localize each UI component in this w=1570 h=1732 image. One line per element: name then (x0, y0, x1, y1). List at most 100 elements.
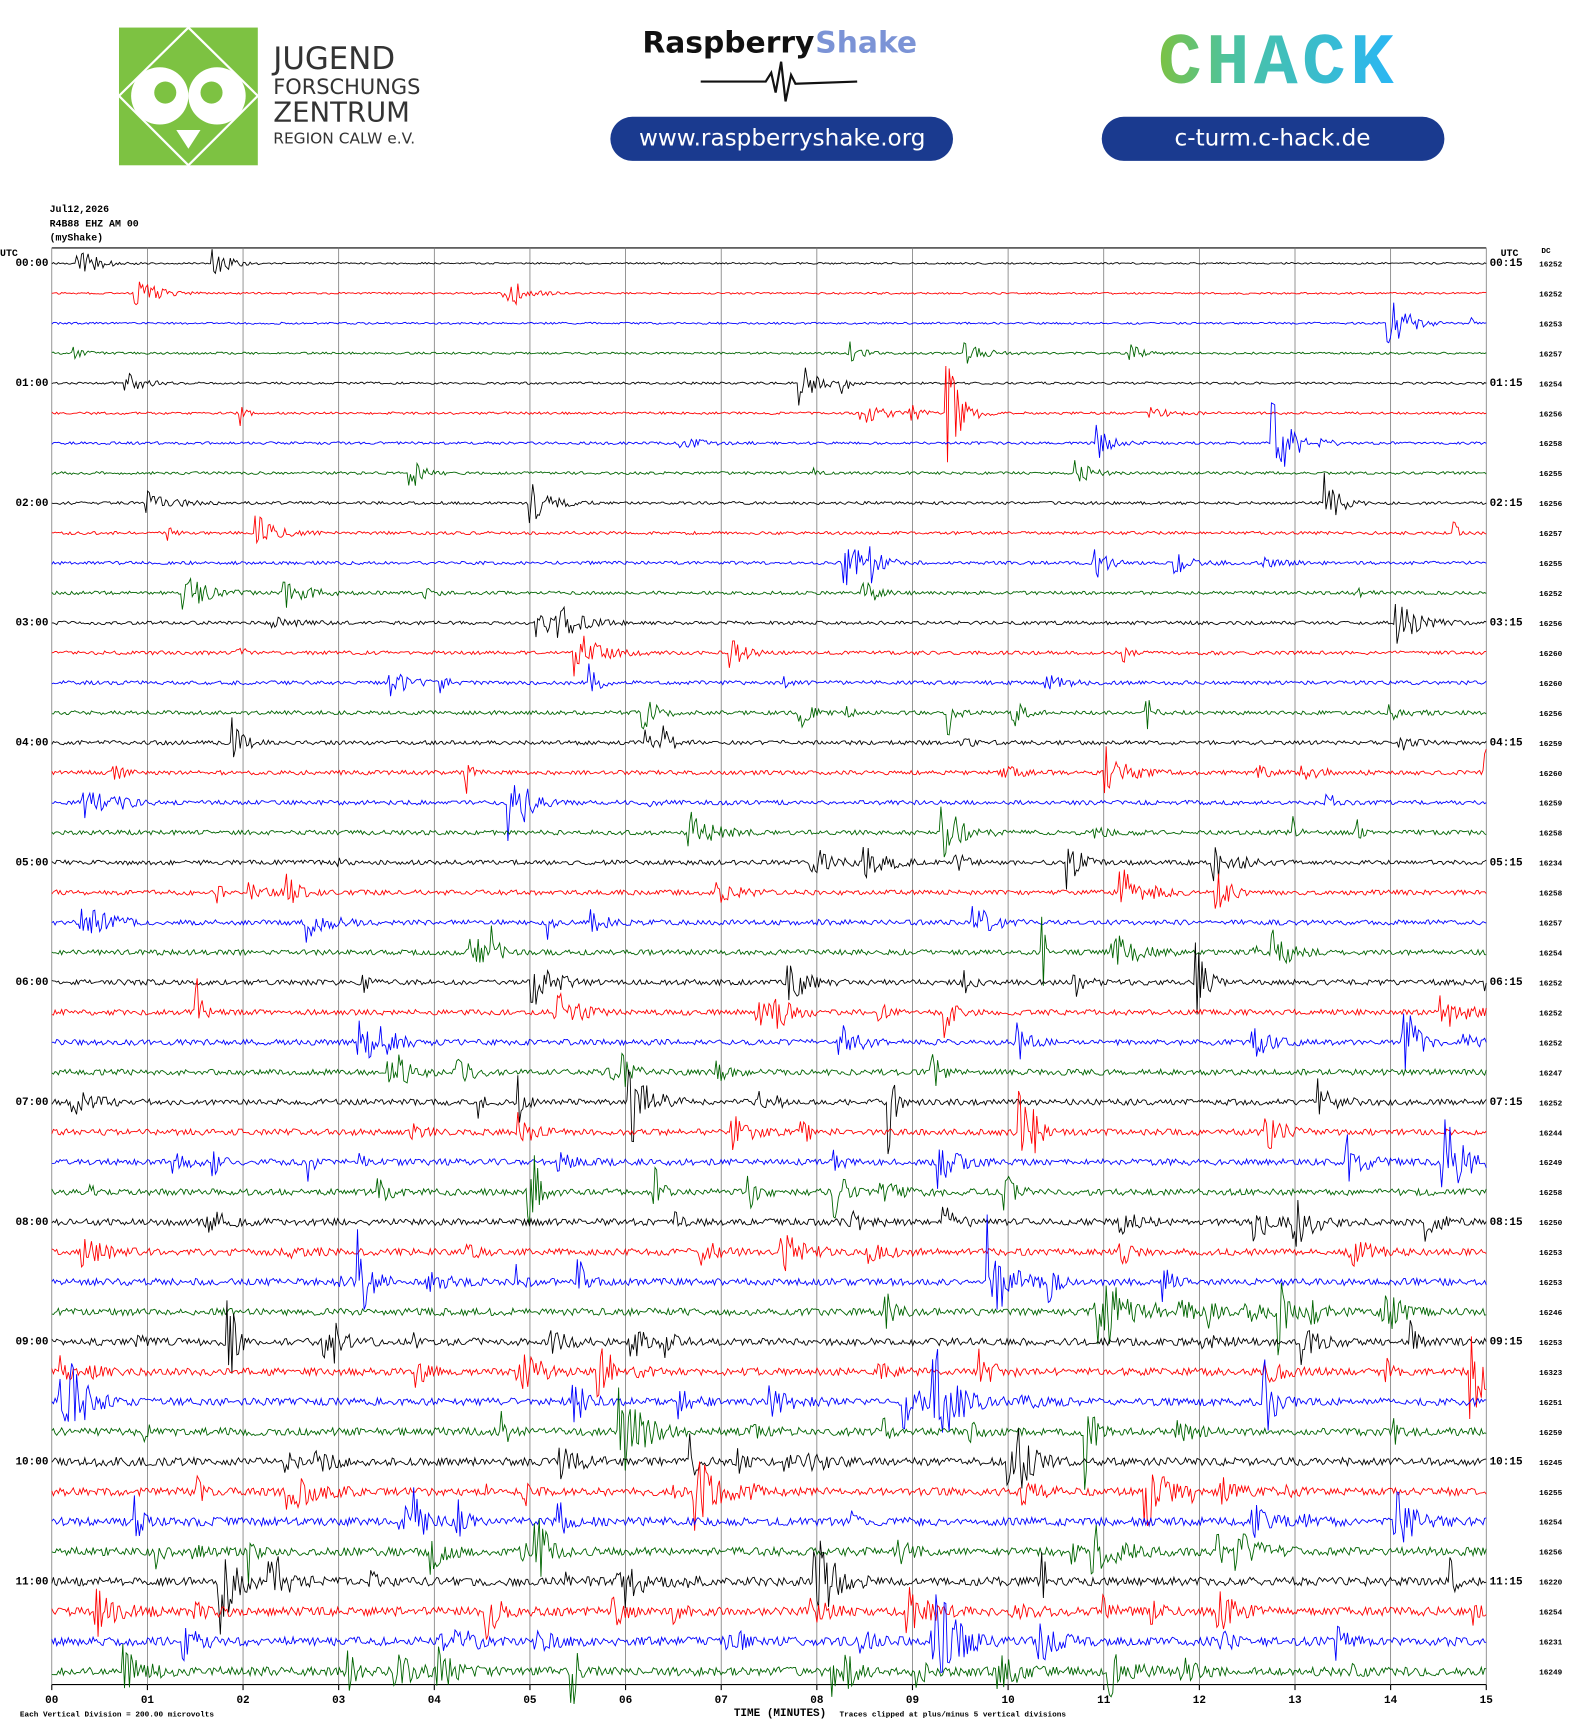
seismic-trace (51, 367, 1487, 406)
time-label: 02:00 (15, 498, 48, 510)
time-label: 06:00 (15, 977, 48, 989)
time-label: 07:00 (15, 1097, 48, 1109)
url-pill (610, 116, 954, 161)
x-tick-label: 15 (1480, 1695, 1494, 1707)
seismic-trace (51, 1487, 1487, 1543)
scale-note: Each Vertical Division = 200.00 microvol… (20, 1711, 215, 1719)
x-tick-label: 09 (906, 1695, 919, 1707)
seismic-trace (51, 1013, 1487, 1071)
x-tick-label: 06 (619, 1695, 632, 1707)
dc-value: 16252 (1539, 980, 1562, 988)
dc-value: 16257 (1539, 351, 1562, 359)
dc-value: 16260 (1539, 681, 1562, 689)
time-label: 01:15 (1490, 378, 1523, 390)
seismic-trace (51, 1300, 1487, 1374)
dc-value: 16260 (1539, 651, 1562, 659)
dc-value: 16252 (1539, 1040, 1562, 1048)
dc-value: 16256 (1539, 411, 1562, 419)
seismic-trace (51, 1090, 1487, 1154)
seismic-trace (51, 1235, 1487, 1272)
dc-value: 16323 (1539, 1370, 1562, 1378)
clip-note: Traces clipped at plus/minus 5 vertical … (840, 1711, 1067, 1719)
dc-value: 16231 (1539, 1640, 1562, 1648)
seismic-trace (51, 1519, 1487, 1584)
dc-value: 16249 (1539, 1160, 1562, 1168)
dc-value: 16252 (1539, 261, 1562, 269)
seismic-trace (51, 1644, 1487, 1705)
dc-value: 16251 (1539, 1400, 1562, 1408)
time-label: 04:00 (15, 738, 48, 750)
dc-value: 16253 (1539, 1340, 1562, 1348)
x-tick-label: 13 (1288, 1695, 1302, 1707)
time-label: 11:15 (1490, 1576, 1523, 1588)
seismic-trace (51, 546, 1487, 586)
logo-text: JUGEND (271, 41, 395, 77)
seismic-trace (51, 978, 1487, 1038)
seismic-trace (51, 1349, 1487, 1433)
owl-pupil (154, 81, 177, 104)
url-text: c-turm.c-hack.de (1175, 125, 1371, 151)
seismic-trace (51, 846, 1487, 890)
dc-value: 16259 (1539, 801, 1562, 809)
url-text: www.raspberryshake.org (639, 125, 926, 151)
logo-text: ZENTRUM (273, 97, 410, 129)
seismic-trace (51, 1594, 1487, 1674)
seismic-trace (51, 1540, 1487, 1635)
seismic-trace (51, 700, 1487, 736)
seismic-trace (51, 1587, 1487, 1640)
owl-pupil (200, 81, 223, 104)
dc-title: DC (1541, 248, 1551, 256)
seismic-trace (51, 302, 1487, 344)
date: Jul12,2026 (50, 204, 110, 215)
seismic-trace (51, 906, 1487, 943)
seismic-trace (51, 869, 1487, 909)
seismic-trace (51, 916, 1487, 986)
dc-value: 16246 (1539, 1310, 1562, 1318)
seismic-trace (51, 402, 1487, 467)
time-label: 04:15 (1490, 738, 1523, 750)
x-tick-label: 11 (1097, 1695, 1111, 1707)
dc-value: 16260 (1539, 771, 1562, 779)
owl-beak (176, 130, 201, 149)
time-label: 00:00 (15, 258, 48, 270)
seismic-trace (51, 635, 1487, 677)
time-label: 00:15 (1490, 258, 1523, 270)
dc-value: 16257 (1539, 531, 1562, 539)
seismic-trace (51, 1119, 1487, 1189)
seismic-trace (51, 717, 1487, 758)
x-tick-label: 00 (45, 1695, 58, 1707)
seismic-trace (51, 460, 1487, 486)
dc-value: 16254 (1539, 1610, 1562, 1618)
time-label: 03:00 (15, 618, 48, 630)
x-tick-label: 04 (428, 1695, 442, 1707)
time-label: 10:00 (15, 1457, 48, 1469)
dc-value: 16234 (1539, 861, 1562, 869)
time-label: 02:15 (1490, 498, 1523, 510)
x-tick-label: 03 (332, 1695, 346, 1707)
seismic-trace (51, 942, 1487, 1015)
seismic-trace (51, 515, 1487, 545)
seismic-trace (51, 603, 1487, 644)
traces (51, 249, 1487, 1705)
dc-value: 16253 (1539, 1280, 1562, 1288)
url-pill (1101, 116, 1445, 161)
logo-text: FORSCHUNGS (273, 75, 420, 99)
seismic-trace (51, 663, 1487, 697)
seismic-trace (51, 1282, 1487, 1356)
time-label: 08:15 (1490, 1217, 1523, 1229)
x-tick-label: 02 (236, 1695, 249, 1707)
seismic-trace (51, 577, 1487, 610)
dc-value: 16249 (1539, 1670, 1562, 1678)
x-tick-label: 01 (141, 1695, 155, 1707)
chack-logo: CHACK c-turm.c-hack.de (1101, 22, 1445, 161)
time-label: 10:15 (1490, 1457, 1523, 1469)
dc-value: 16255 (1539, 471, 1562, 479)
time-label: 09:00 (15, 1337, 48, 1349)
time-label: 05:00 (15, 857, 48, 869)
dc-value: 16259 (1539, 1430, 1562, 1438)
dc-value: 16253 (1539, 1250, 1562, 1258)
x-tick-label: 08 (810, 1695, 824, 1707)
dc-value: 16254 (1539, 951, 1562, 959)
